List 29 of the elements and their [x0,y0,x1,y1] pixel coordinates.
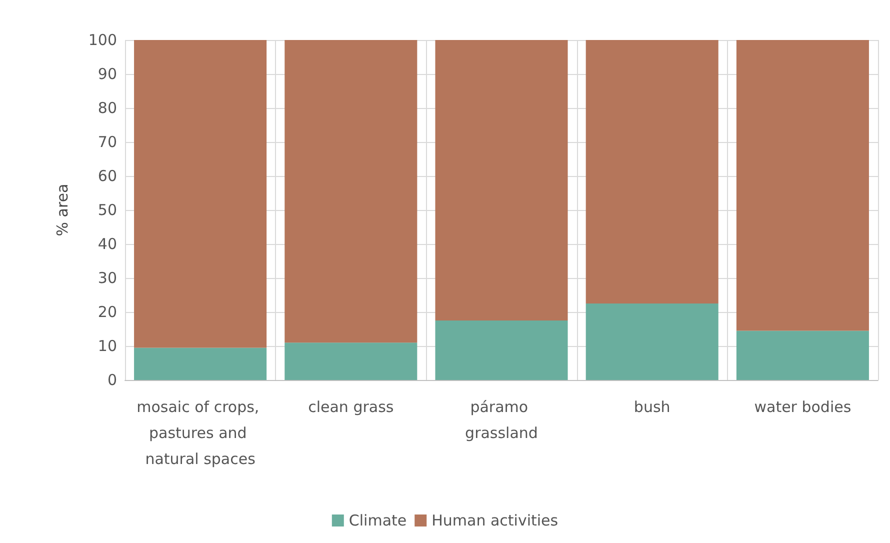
legend-label: Climate [348,512,407,530]
legend-label: Human activities [432,512,558,530]
x-tick-label: bush [634,398,670,416]
y-tick-label: 70 [98,133,117,151]
y-tick-label: 20 [98,303,117,321]
y-tick-label: 60 [98,167,117,185]
bar [284,342,418,380]
bar [134,40,267,348]
y-tick-label: 10 [98,337,117,355]
y-tick-label: 80 [98,99,117,117]
y-tick-label: 100 [88,31,117,49]
x-tick-label: páramo grassland [465,398,538,442]
bar [435,320,568,380]
bar [134,348,267,380]
y-tick-label: 0 [107,371,117,389]
bar [284,40,418,343]
y-tick-label: 30 [98,269,117,287]
y-tick-label: 50 [98,201,117,219]
bar [586,40,718,304]
bar [736,40,869,331]
x-tick-label: clean grass [308,398,394,416]
y-axis-title: % area [54,184,72,236]
bar [435,40,568,320]
y-tick-label: 90 [98,65,117,83]
x-tick-label: mosaic of crops, pastures and natural spaces [136,398,264,468]
x-tick-label: water bodies [754,398,852,416]
bar [736,330,869,380]
bar [586,304,718,380]
y-tick-label: 40 [98,235,117,253]
